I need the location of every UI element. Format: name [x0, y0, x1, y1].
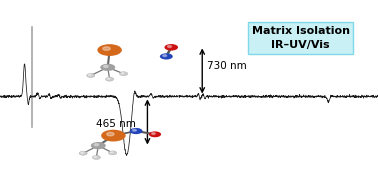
Circle shape: [160, 53, 173, 60]
Circle shape: [133, 129, 136, 131]
Text: 730 nm: 730 nm: [207, 61, 247, 70]
Circle shape: [108, 151, 117, 155]
Circle shape: [94, 144, 99, 146]
Circle shape: [163, 55, 167, 57]
Circle shape: [91, 142, 106, 149]
Circle shape: [100, 64, 115, 71]
Circle shape: [104, 65, 108, 68]
Circle shape: [119, 72, 128, 76]
Circle shape: [103, 47, 110, 50]
Circle shape: [81, 152, 84, 153]
Circle shape: [121, 73, 124, 74]
Circle shape: [101, 130, 125, 141]
Circle shape: [79, 151, 87, 155]
Circle shape: [87, 74, 95, 78]
Circle shape: [98, 44, 122, 56]
Circle shape: [92, 155, 101, 159]
Circle shape: [110, 152, 113, 153]
Circle shape: [130, 128, 143, 134]
Circle shape: [107, 132, 114, 136]
Circle shape: [107, 78, 110, 79]
Circle shape: [88, 74, 91, 76]
Circle shape: [152, 133, 155, 134]
Circle shape: [149, 131, 161, 137]
Text: 465 nm: 465 nm: [96, 119, 136, 129]
Circle shape: [167, 46, 172, 48]
Circle shape: [164, 44, 178, 51]
Circle shape: [105, 77, 114, 81]
Circle shape: [94, 156, 97, 158]
Text: Matrix Isolation
IR–UV/Vis: Matrix Isolation IR–UV/Vis: [251, 26, 350, 50]
